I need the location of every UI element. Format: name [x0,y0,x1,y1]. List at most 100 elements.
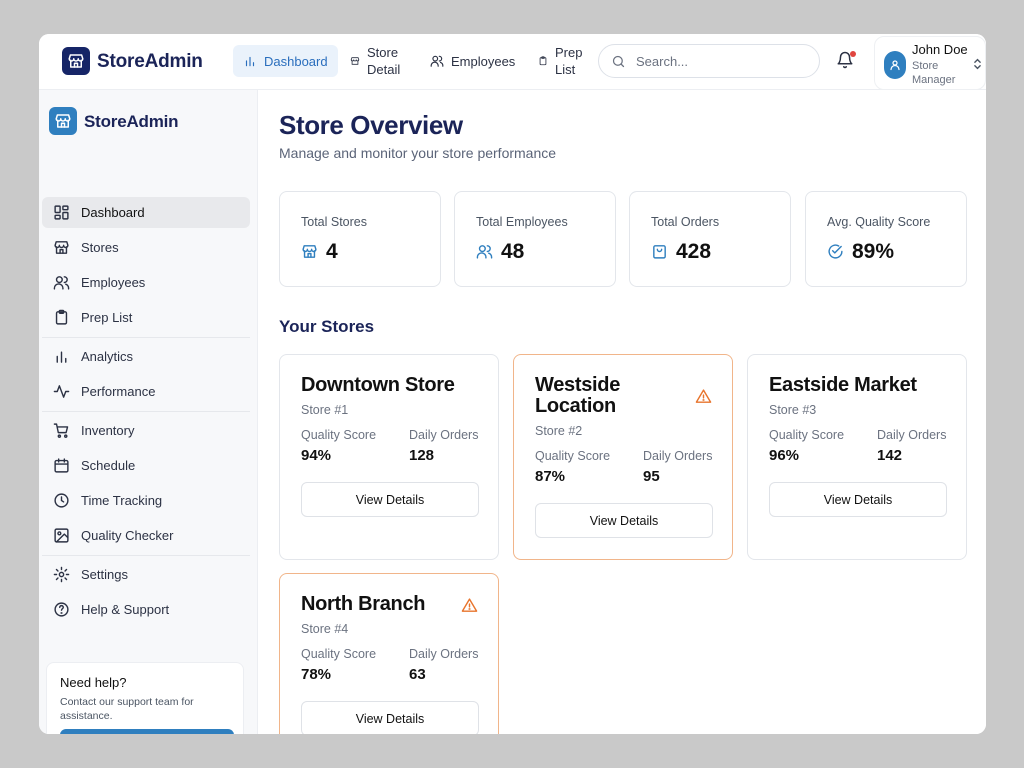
store-icon [350,57,360,65]
user-menu[interactable]: John Doe Store Manager [874,36,986,90]
warning-icon [461,598,478,612]
topnav-dashboard-label: Dashboard [264,53,328,69]
store-id: Store #3 [769,403,817,417]
store-logo-icon[interactable] [49,107,77,135]
store-icon [302,245,317,258]
grid-icon [54,205,69,220]
view-details-button[interactable]: View Details [301,482,479,517]
sidebar-item-inventory[interactable]: Inventory [42,415,250,446]
help-circle-icon [54,602,69,617]
topnav-employees[interactable]: Employees [430,45,515,77]
daily-orders-label: Daily Orders [409,647,479,661]
help-card: Need help? Contact our support team for … [46,662,244,734]
topnav-prep-list[interactable]: Prep List [538,45,585,77]
help-title: Need help? [60,675,127,690]
top-navbar: StoreAdmin Dashboard Store Detail Employ… [39,34,986,90]
cart-icon [53,423,69,438]
sidebar-item-label: Analytics [81,349,134,364]
store-id: Store #4 [301,622,349,636]
daily-orders-label: Daily Orders [877,428,947,442]
stat-value: 428 [676,240,712,263]
stat-label: Total Stores [301,215,368,229]
store-name: Downtown Store [301,374,455,396]
quality-score-label: Quality Score [535,449,611,463]
calendar-icon [54,458,69,473]
quality-score-value: 78% [301,666,332,683]
topnav-store-detail[interactable]: Store Detail [350,45,407,77]
quality-score-value: 94% [301,447,332,464]
user-icon [890,60,900,71]
topnav-prep-list-label: Prep List [555,45,583,77]
store-icon [54,241,69,254]
search-icon [612,55,625,67]
main-content: Store Overview Manage and monitor your s… [258,90,986,734]
check-circle-icon [828,244,843,259]
stat-card-avg-quality: Avg. Quality Score 89% [805,191,967,287]
gear-icon [53,566,70,583]
sidebar-brand-name: StoreAdmin [84,112,179,131]
sidebar-item-label: Employees [81,275,146,290]
quality-score-value: 87% [535,468,566,485]
daily-orders-label: Daily Orders [409,428,479,442]
user-name: John Doe [912,42,968,57]
store-card-westside: Westside Location Store #2 Quality Score… [513,354,733,560]
user-role: Store Manager [912,60,956,86]
page-title: Store Overview [279,110,463,140]
sidebar-item-label: Schedule [81,458,136,473]
sidebar-item-label: Inventory [81,423,135,438]
quality-score-label: Quality Score [301,647,377,661]
section-title: Your Stores [279,317,375,336]
sidebar: StoreAdmin Dashboard Stores Employees Pr… [39,90,258,734]
image-icon [54,528,69,543]
sidebar-item-quality-checker[interactable]: Quality Checker [42,520,250,551]
store-card-eastside: Eastside Market Store #3 Quality Score D… [747,354,967,560]
sidebar-item-employees[interactable]: Employees [42,267,250,298]
search-input[interactable] [636,53,796,69]
clock-icon [54,493,69,508]
sidebar-item-label: Stores [81,240,119,255]
stat-label: Avg. Quality Score [827,215,931,229]
daily-orders-value: 63 [409,666,426,683]
view-details-button[interactable]: View Details [535,503,713,538]
store-name: Westside Location [535,374,621,417]
stat-label: Total Employees [476,215,568,229]
daily-orders-label: Daily Orders [643,449,713,463]
quality-score-value: 96% [769,447,800,464]
contact-support-button[interactable] [60,729,234,734]
sidebar-item-analytics[interactable]: Analytics [42,341,250,372]
warning-icon [695,389,712,403]
page-subtitle: Manage and monitor your store performanc… [279,145,557,161]
sidebar-item-prep-list[interactable]: Prep List [42,302,250,333]
sidebar-item-label: Time Tracking [81,493,163,508]
daily-orders-value: 142 [877,447,903,464]
topnav-dashboard[interactable]: Dashboard [233,45,338,77]
sidebar-item-schedule[interactable]: Schedule [42,450,250,481]
chevron-up-down-icon [974,58,981,70]
sidebar-item-label: Dashboard [81,205,145,220]
store-name: Eastside Market [769,374,917,396]
avatar [884,51,906,79]
sidebar-item-settings[interactable]: Settings [42,559,250,590]
stat-value: 48 [501,240,525,263]
sidebar-item-help-support[interactable]: Help & Support [42,594,250,625]
sidebar-item-label: Prep List [81,310,133,325]
store-logo-icon[interactable] [62,47,90,75]
search-box[interactable] [598,44,820,78]
store-card-downtown: Downtown Store Store #1 Quality Score Da… [279,354,499,560]
sidebar-item-label: Performance [81,384,156,399]
quality-score-label: Quality Score [301,428,377,442]
notification-button[interactable] [836,51,856,71]
sidebar-item-dashboard[interactable]: Dashboard [42,197,250,228]
view-details-button[interactable]: View Details [301,701,479,734]
view-details-button[interactable]: View Details [769,482,947,517]
stat-card-total-employees: Total Employees 48 [454,191,616,287]
topnav-employees-label: Employees [451,53,516,69]
sidebar-item-label: Settings [81,567,128,582]
sidebar-item-time-tracking[interactable]: Time Tracking [42,485,250,516]
sidebar-item-stores[interactable]: Stores [42,232,250,263]
bell-icon [837,51,853,69]
sidebar-divider [42,411,250,412]
sidebar-item-performance[interactable]: Performance [42,376,250,407]
stat-value: 89% [852,240,895,263]
brand-name[interactable]: StoreAdmin [97,51,203,72]
